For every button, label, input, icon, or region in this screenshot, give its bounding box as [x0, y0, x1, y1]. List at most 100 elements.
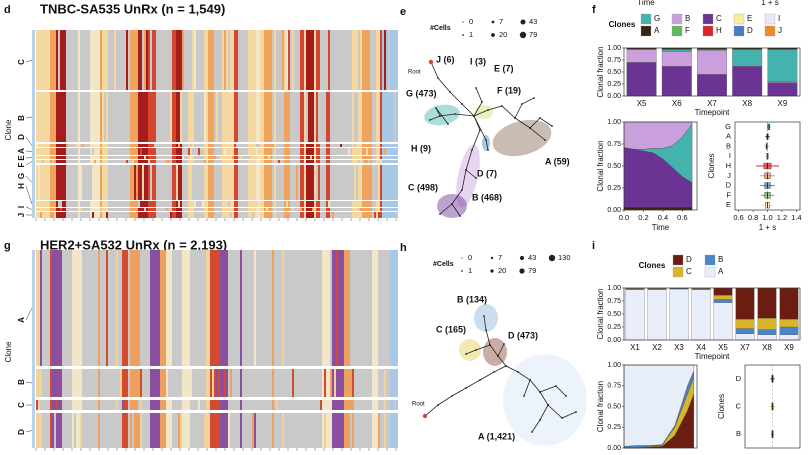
- heatmap-cell: [182, 369, 192, 397]
- tree-branch: [465, 169, 477, 179]
- heatmap-cell: [176, 144, 178, 147]
- node-label: C (165): [436, 324, 466, 334]
- heatmap-cell: [372, 400, 378, 410]
- heatmap-cell: [316, 30, 320, 90]
- heatmap-cell: [264, 144, 274, 147]
- size-label: 0: [468, 253, 472, 262]
- heatmap-cell: [182, 208, 188, 211]
- heatmap-cell: [140, 400, 142, 410]
- node-label: E (7): [494, 63, 514, 73]
- heatmap-cell: [178, 165, 182, 200]
- heatmap-cell: [196, 201, 202, 207]
- heatmap-cell: [156, 165, 172, 200]
- legend-label: B: [685, 14, 690, 23]
- heatmap-cell: [316, 165, 318, 200]
- heatmap-cell: [152, 165, 156, 200]
- heatmap-cell: [362, 92, 372, 142]
- heatmap-cell: [188, 156, 190, 159]
- heatmap-cell: [330, 148, 348, 155]
- leader-line: [25, 430, 33, 433]
- heatmap-cell: [128, 413, 130, 448]
- heatmap-cell: [312, 208, 314, 211]
- size-key: [461, 257, 463, 259]
- heatmap-cell: [378, 400, 384, 410]
- leader-line: [25, 185, 33, 205]
- heatmap-cell: [78, 144, 80, 147]
- heatmap-cell: [222, 165, 234, 200]
- heatmap-cell: [82, 369, 98, 397]
- heatmap-cell: [176, 30, 182, 90]
- heatmap-cell: [50, 413, 52, 448]
- tree-node: [501, 105, 503, 107]
- heatmap-cell: [328, 30, 330, 90]
- heatmap-cell: [156, 156, 172, 159]
- heatmap-cell: [314, 201, 316, 207]
- heatmap-cell: [272, 208, 274, 211]
- heatmap-cell: [210, 369, 212, 397]
- heatmap-cell: [334, 212, 352, 218]
- heatmap-cell: [316, 201, 320, 207]
- heatmap-cell: [248, 208, 256, 211]
- heatmap-cell: [170, 212, 172, 218]
- heatmap-cell: [144, 165, 148, 200]
- heatmap-cell: [376, 30, 380, 90]
- size-label: 7: [499, 17, 503, 26]
- heatmap-cell: [382, 160, 398, 163]
- heatmap-cell: [52, 160, 54, 163]
- heatmap-cell: [352, 144, 354, 147]
- heatmap-cell: [214, 212, 222, 218]
- legend-label: I: [778, 14, 780, 23]
- clone-label: I: [17, 206, 26, 208]
- heatmap-cell: [330, 201, 352, 207]
- heatmap-cell: [190, 156, 192, 159]
- y-tick-label: D: [726, 181, 732, 190]
- heatmap-cell: [128, 400, 130, 410]
- heatmap-cell: [172, 92, 176, 142]
- heatmap-cell: [376, 144, 380, 147]
- heatmap-cell: [276, 148, 284, 155]
- x-tick-label: X3: [674, 343, 684, 352]
- heatmap-cell: [378, 369, 384, 397]
- heatmap-cell: [176, 160, 182, 163]
- heatmap-cell: [200, 400, 206, 410]
- tree-node: [437, 77, 439, 79]
- heatmap-cell: [94, 212, 100, 218]
- heatmap-cell: [380, 92, 382, 142]
- heatmap-cell: [56, 156, 66, 159]
- heatmap-cell: [138, 208, 144, 211]
- heatmap-cell: [204, 160, 206, 163]
- heatmap-cell: [140, 369, 142, 397]
- heatmap-cell: [134, 165, 136, 200]
- heatmap-cell: [276, 144, 284, 147]
- heatmap-cell: [192, 30, 194, 90]
- heatmap-cell: [172, 400, 182, 410]
- heatmap-cell: [284, 208, 290, 211]
- heatmap-cell: [142, 400, 150, 410]
- tree-branch: [523, 379, 531, 397]
- heatmap-cell: [274, 369, 292, 397]
- size-key: [519, 268, 525, 274]
- tree-node: [479, 379, 481, 381]
- heatmap-cell: [382, 212, 396, 218]
- heatmap-cell: [290, 144, 300, 147]
- heatmap-cell: [100, 92, 102, 142]
- legend-swatch: [704, 254, 716, 266]
- heatmap-cell: [40, 212, 42, 218]
- heatmap-cell: [108, 92, 130, 142]
- heatmap-cell: [140, 413, 142, 448]
- heatmap-cell: [274, 413, 282, 448]
- y-tick-label: 0.00: [607, 337, 621, 344]
- heatmap-cell: [326, 92, 330, 142]
- heatmap-cell: [122, 369, 128, 397]
- heatmap-cell: [386, 369, 390, 397]
- heatmap-cell: [198, 400, 200, 410]
- heatmap-cell: [354, 144, 356, 147]
- root-node: [428, 59, 434, 65]
- heatmap-cell: [382, 144, 398, 147]
- heatmap-cell: [302, 208, 304, 211]
- heatmap-cell: [192, 156, 194, 159]
- legend-label: C: [686, 267, 692, 276]
- heatmap-cell: [172, 208, 176, 211]
- heatmap-cell: [130, 250, 140, 366]
- heatmap-cell: [156, 30, 172, 90]
